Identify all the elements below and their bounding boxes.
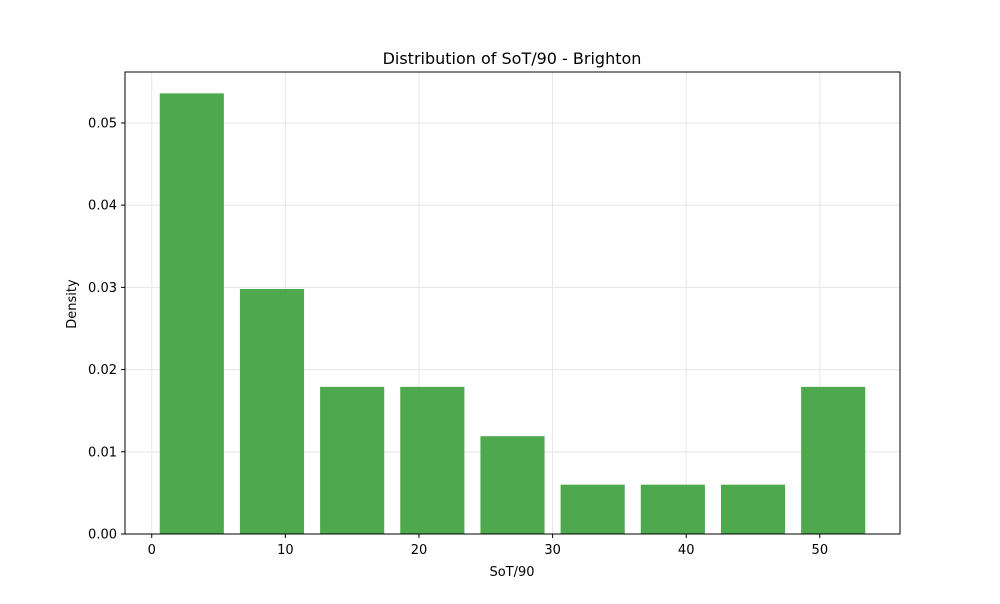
x-tick-label: 50 (812, 543, 829, 558)
histogram-bar (720, 484, 786, 534)
histogram-bar (640, 484, 705, 534)
y-tick-label: 0.01 (88, 445, 117, 460)
bars-layer (159, 93, 866, 535)
y-tick-label: 0.04 (88, 199, 117, 214)
y-tick-label: 0.05 (88, 116, 117, 131)
histogram-bar (159, 93, 224, 535)
x-tick-label: 0 (148, 543, 156, 558)
y-tick-label: 0.02 (88, 363, 117, 378)
y-tick-label: 0.00 (88, 528, 117, 543)
x-tick-label: 10 (277, 543, 294, 558)
x-tick-label: 40 (678, 543, 695, 558)
histogram-bar (801, 386, 866, 534)
x-axis-label: SoT/90 (489, 565, 534, 580)
plot-frame (124, 71, 901, 535)
ticks-layer: 0 10 20 30 40 50 0.00 0.01 0.02 0.03 0.04 0.05 (88, 116, 828, 558)
histogram-bar (239, 289, 305, 534)
histogram-bar (400, 386, 465, 534)
y-tick-label: 0.03 (88, 281, 117, 296)
x-tick-label: 20 (411, 543, 428, 558)
x-tick-label: 30 (544, 543, 561, 558)
histogram-bar (560, 484, 625, 534)
chart-title: Distribution of SoT/90 - Brighton (383, 49, 642, 68)
histogram-bar (320, 386, 385, 534)
histogram-bar (480, 436, 545, 534)
y-axis-label: Density (65, 279, 80, 329)
